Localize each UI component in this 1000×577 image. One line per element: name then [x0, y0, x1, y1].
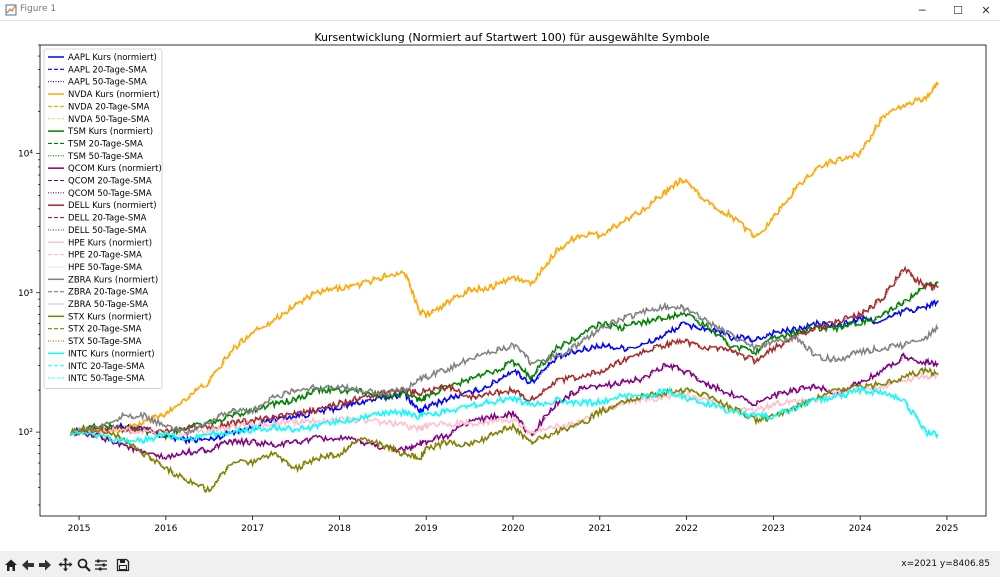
- nvda-kurs-line: [69, 81, 939, 436]
- zoom-button[interactable]: [75, 555, 92, 574]
- configure-subplots-button[interactable]: [92, 555, 109, 574]
- legend-label: NVDA Kurs (normiert): [68, 90, 160, 100]
- y-tick-label: 10³: [18, 289, 33, 299]
- pan-button[interactable]: [57, 555, 74, 574]
- legend-label: QCOM 20-Tage-SMA: [68, 177, 152, 187]
- intc-kurs-line: [69, 385, 939, 445]
- home-icon: [4, 559, 17, 571]
- x-tick-label: 2019: [415, 524, 438, 534]
- tsm-sma20-line: [70, 281, 939, 438]
- save-button[interactable]: [114, 555, 131, 574]
- dell-sma20-line: [70, 268, 939, 436]
- legend-label: DELL 20-Tage-SMA: [68, 214, 147, 224]
- legend-label: HPE 20-Tage-SMA: [68, 251, 142, 261]
- home-button[interactable]: [2, 555, 19, 574]
- plot-frame: [39, 44, 987, 517]
- back-icon: [21, 559, 34, 570]
- legend-label: ZBRA 50-Tage-SMA: [68, 300, 148, 310]
- x-tick-label: 2015: [68, 524, 91, 534]
- x-tick-label: 2021: [588, 524, 611, 534]
- stx-kurs-line: [69, 366, 939, 493]
- legend-label: ZBRA Kurs (normiert): [68, 275, 158, 285]
- navigation-toolbar: x=2021 y=8406.85: [0, 552, 1000, 577]
- legend-label: DELL 50-Tage-SMA: [68, 226, 147, 236]
- series-layer: [69, 81, 939, 493]
- dell-sma50-line: [70, 268, 939, 436]
- x-tick-label: 2018: [328, 524, 351, 534]
- legend: AAPL Kurs (normiert) AAPL 20-Tage-SMA AAPL…: [43, 48, 163, 389]
- legend-label: HPE 50-Tage-SMA: [68, 263, 142, 273]
- legend-label: INTC Kurs (normiert): [68, 349, 155, 359]
- legend-label: AAPL 50-Tage-SMA: [68, 78, 147, 88]
- chart-title: Kursentwicklung (Normiert auf Startwert …: [314, 31, 710, 44]
- nvda-sma20-line: [70, 82, 939, 436]
- maximize-button[interactable]: ☐: [942, 0, 974, 20]
- legend-label: INTC 20-Tage-SMA: [68, 362, 145, 372]
- legend-label: NVDA 20-Tage-SMA: [68, 102, 150, 112]
- window-title: Figure 1: [20, 4, 57, 14]
- legend-box: [43, 48, 163, 389]
- legend-label: QCOM Kurs (normiert): [68, 164, 162, 174]
- axis-layer: 2015 2016 2017 2018 2019 2020 2021 2022 2023 2024…: [18, 44, 958, 534]
- zbra-kurs-line: [69, 301, 939, 438]
- minimize-button[interactable]: ─: [906, 0, 938, 20]
- x-tick-label: 2020: [502, 524, 525, 534]
- configure-subplots-icon: [94, 559, 107, 570]
- y-tick-label: 10²: [18, 428, 33, 438]
- legend-label: AAPL Kurs (normiert): [68, 53, 157, 63]
- close-icon: ✕: [981, 3, 991, 17]
- close-button[interactable]: ✕: [970, 0, 1000, 20]
- legend-label: NVDA 50-Tage-SMA: [68, 115, 150, 125]
- pan-icon: [58, 557, 73, 572]
- legend-label: STX 50-Tage-SMA: [68, 337, 142, 347]
- legend-label: DELL Kurs (normiert): [68, 201, 157, 211]
- hpe-kurs-line: [69, 372, 939, 439]
- legend-label: TSM 50-Tage-SMA: [67, 152, 143, 162]
- tsm-kurs-line: [69, 281, 939, 442]
- y-tick-label: 10⁴: [18, 149, 33, 159]
- figure-app-icon: [5, 4, 17, 16]
- zoom-icon: [77, 558, 91, 572]
- x-tick-label: 2024: [849, 524, 872, 534]
- line-chart: Kursentwicklung (Normiert auf Startwert …: [18, 31, 987, 534]
- tsm-sma50-line: [70, 281, 939, 437]
- figure-canvas[interactable]: Kursentwicklung (Normiert auf Startwert …: [0, 21, 1000, 551]
- legend-label: TSM Kurs (normiert): [67, 127, 153, 137]
- qcom-sma20-line: [70, 353, 939, 459]
- legend-label: ZBRA 20-Tage-SMA: [68, 288, 148, 298]
- x-tick-label: 2017: [241, 524, 264, 534]
- forward-button[interactable]: [36, 555, 53, 574]
- window-titlebar: Figure 1 ─ ☐ ✕: [0, 0, 1000, 21]
- x-tick-label: 2025: [935, 524, 958, 534]
- legend-label: STX Kurs (normiert): [68, 312, 152, 322]
- legend-label: QCOM 50-Tage-SMA: [68, 189, 152, 199]
- aapl-kurs-line: [69, 299, 939, 446]
- x-tick-label: 2023: [762, 524, 785, 534]
- maximize-icon: ☐: [953, 3, 963, 17]
- qcom-kurs-line: [69, 352, 939, 461]
- legend-label: HPE Kurs (normiert): [68, 238, 152, 248]
- dell-kurs-line: [69, 265, 939, 436]
- legend-label: AAPL 20-Tage-SMA: [68, 65, 147, 75]
- forward-icon: [38, 559, 51, 570]
- legend-label: STX 20-Tage-SMA: [68, 325, 142, 335]
- minimize-icon: ─: [918, 3, 926, 17]
- nvda-sma50-line: [70, 82, 939, 436]
- x-tick-label: 2022: [675, 524, 698, 534]
- cursor-coordinates: x=2021 y=8406.85: [901, 559, 990, 569]
- x-tick-label: 2016: [154, 524, 177, 534]
- back-button[interactable]: [19, 555, 36, 574]
- legend-label: INTC 50-Tage-SMA: [68, 374, 145, 384]
- qcom-sma50-line: [70, 354, 939, 460]
- save-icon: [116, 558, 129, 571]
- legend-label: TSM 20-Tage-SMA: [67, 139, 143, 149]
